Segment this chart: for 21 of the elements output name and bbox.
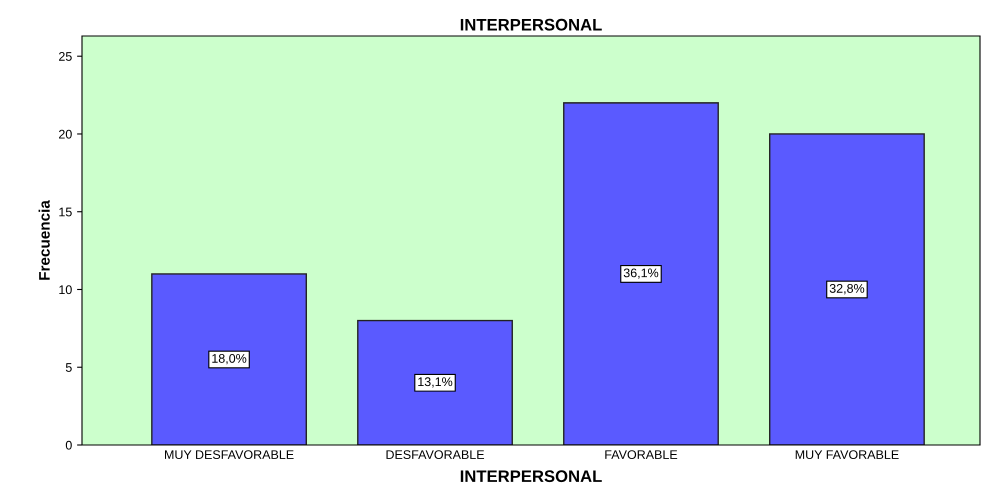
bar	[151, 273, 307, 445]
y-tick-label: 0	[66, 440, 72, 450]
y-tick-label: 25	[59, 52, 72, 61]
y-tick-label: 20	[59, 130, 72, 139]
annotation: 18,0%	[212, 354, 246, 364]
y-tick-label: 5	[66, 363, 72, 372]
chart-title: INTERPERSONAL	[460, 18, 602, 31]
y-tick-label: 10	[59, 285, 72, 294]
annotation: 13,1%	[418, 377, 452, 388]
x-tick-label: FAVORABLE	[605, 450, 678, 460]
y-axis-title: Frecuencia	[38, 200, 50, 280]
annotation: 32,8%	[830, 284, 864, 294]
bar	[563, 102, 719, 445]
x-tick-label: DESFAVORABLE	[386, 450, 484, 460]
x-axis-title: INTERPERSONAL	[460, 470, 602, 482]
bar	[357, 320, 513, 445]
x-tick-label: MUY DESFAVORABLE	[165, 450, 294, 460]
y-tick-label: 15	[59, 208, 72, 216]
x-tick-label: MUY FAVORABLE	[796, 450, 899, 460]
bar	[769, 133, 925, 445]
annotation: 36,1%	[624, 268, 658, 279]
